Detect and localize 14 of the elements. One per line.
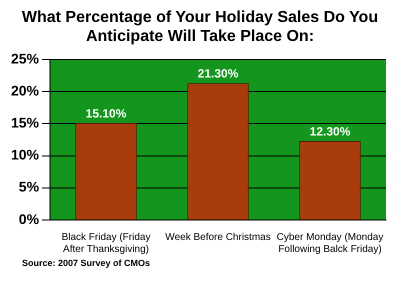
data-label: 21.30%: [198, 66, 239, 80]
y-tick-label: 15%: [10, 114, 40, 130]
data-label: 12.30%: [310, 124, 351, 138]
y-tick-label: 0%: [18, 210, 40, 227]
data-label: 15.10%: [86, 106, 127, 120]
chart-title: What Percentage of Your Holiday Sales Do You Anticipate Will Take Place On:: [20, 8, 380, 47]
y-tick-label: 25%: [10, 50, 40, 66]
source-note: Source: 2007 Survey of CMOs: [22, 258, 152, 268]
x-tick-label: Week Before Christmas: [165, 232, 271, 243]
x-tick-label: Cyber Monday (Monday Following Balck Friday): [276, 232, 384, 255]
y-tick-label: 5%: [18, 178, 40, 195]
y-tick-label: 10%: [10, 146, 40, 163]
y-tick-label: 20%: [10, 82, 40, 98]
x-tick-label: Black Friday (Friday After Thanksgiving): [62, 232, 150, 255]
